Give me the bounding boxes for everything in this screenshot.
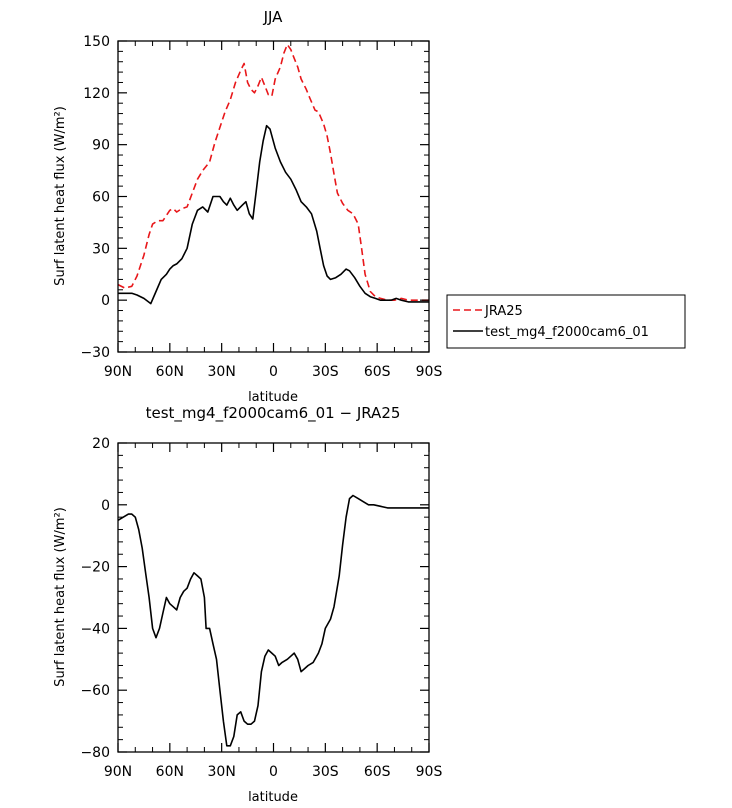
y-tick-label: 120	[83, 86, 110, 102]
y-tick-label: 0	[101, 498, 110, 514]
legend-box	[446, 294, 686, 349]
y-tick-label: −30	[80, 345, 110, 361]
series-line-top-1	[118, 124, 429, 305]
y-tick-label: 150	[83, 34, 110, 50]
y-tick-label: 30	[92, 241, 110, 257]
y-tick-label: −40	[80, 621, 110, 637]
x-tick-label: 60N	[156, 364, 184, 380]
y-tick-label: 60	[92, 190, 110, 206]
x-tick-label: 60S	[364, 764, 391, 780]
panel-bottom-series	[117, 494, 429, 747]
legend-label-model: test_mg4_f2000cam6_01	[485, 325, 649, 340]
legend: JRA25 test_mg4_f2000cam6_01	[446, 294, 686, 349]
x-tick-label: 30S	[312, 764, 339, 780]
panel-top-axes: 90N 60N 30N 0 30S 60S 90S −30 0 30 60 90 120 150	[80, 34, 442, 380]
panel-bottom-frame	[117, 442, 430, 753]
x-tick-label: 60S	[364, 364, 391, 380]
legend-label-jra25: JRA25	[484, 304, 523, 319]
panel-bottom-axes: 90N 60N 30N 0 30S 60S 90S −80 −60 −40 −20 0 20	[80, 436, 442, 780]
x-tick-label: 60N	[156, 764, 184, 780]
y-tick-label: −60	[80, 683, 110, 699]
panel-top: JJA 90N 60N 30N 0 30S 60S 90S−300306090120150 …	[53, 8, 686, 405]
x-tick-label: 90S	[416, 764, 443, 780]
x-tick-label: 30S	[312, 364, 339, 380]
x-tick-label: 0	[269, 364, 278, 380]
x-tick-label: 30N	[208, 364, 236, 380]
x-tick-label: 0	[269, 764, 278, 780]
panel-top-xlabel: latitude	[248, 390, 298, 405]
panel-top-series	[117, 43, 429, 305]
panel-bottom-xlabel: latitude	[248, 790, 298, 805]
series-line-bottom-0	[117, 494, 429, 747]
panel-top-title: JJA	[263, 8, 284, 26]
panel-bottom-title: test_mg4_f2000cam6_01 − JRA25	[146, 404, 401, 423]
y-tick-label: 90	[92, 138, 110, 154]
y-tick-label: 20	[92, 436, 110, 452]
y-tick-label: −20	[80, 560, 110, 576]
y-tick-label: −80	[80, 745, 110, 761]
x-tick-label: 90N	[104, 364, 132, 380]
y-tick-label: 0	[101, 293, 110, 309]
panel-top-frame	[117, 40, 430, 353]
x-tick-label: 90N	[104, 764, 132, 780]
series-line-top-0	[117, 43, 429, 302]
panel-bottom: test_mg4_f2000cam6_01 − JRA25 90N 60N 30N 0…	[53, 404, 442, 805]
panel-bottom-ylabel: Surf latent heat flux (W/m²)	[53, 507, 68, 687]
x-tick-label: 90S	[416, 364, 443, 380]
panel-top-ylabel: Surf latent heat flux (W/m²)	[53, 106, 68, 286]
x-tick-label: 30N	[208, 764, 236, 780]
